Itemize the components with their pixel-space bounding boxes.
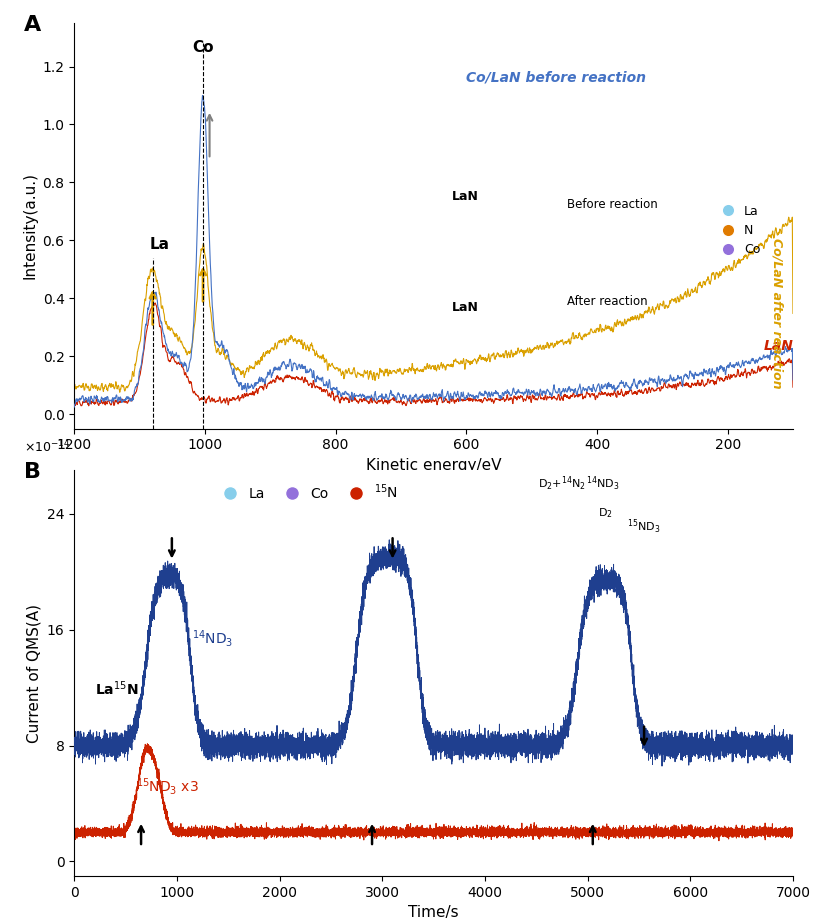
- Text: LaN: LaN: [452, 190, 478, 203]
- Text: Co$^*$: Co$^*$: [509, 261, 532, 278]
- Text: Before reaction: Before reaction: [567, 197, 657, 210]
- Text: Co/LaN before reaction: Co/LaN before reaction: [467, 70, 646, 84]
- Text: Co: Co: [513, 160, 529, 169]
- Text: $^{14}$ND$_3$: $^{14}$ND$_3$: [192, 629, 234, 649]
- Text: La$^{15}$N: La$^{15}$N: [95, 680, 138, 698]
- X-axis label: Time/s: Time/s: [408, 905, 459, 920]
- Y-axis label: Intensity(a.u.): Intensity(a.u.): [22, 172, 37, 279]
- Text: $^{15}$ND$_3$: $^{15}$ND$_3$: [627, 518, 660, 537]
- Text: Co: Co: [192, 40, 214, 55]
- Text: D$_2$+$^{14}$N$_2$: D$_2$+$^{14}$N$_2$: [539, 475, 586, 492]
- Legend: La, N, Co: La, N, Co: [710, 200, 765, 261]
- Y-axis label: Current of QMS(A): Current of QMS(A): [26, 604, 41, 742]
- X-axis label: Kinetic energy/eV: Kinetic energy/eV: [366, 458, 501, 473]
- Text: La: La: [150, 237, 169, 252]
- Text: LaN: LaN: [763, 339, 794, 353]
- Text: $^{15}$ND$_3$ x3: $^{15}$ND$_3$ x3: [136, 776, 199, 798]
- Text: $^{14}$ND$_3$: $^{14}$ND$_3$: [586, 475, 619, 492]
- Text: $\times 10^{-14}$: $\times 10^{-14}$: [24, 438, 71, 455]
- Text: After reaction: After reaction: [567, 295, 648, 308]
- Text: D$_2$: D$_2$: [598, 506, 613, 520]
- Text: LaN: LaN: [452, 301, 478, 314]
- Text: A: A: [24, 15, 41, 35]
- Legend: La, Co, $^{15}$N: La, Co, $^{15}$N: [211, 478, 404, 507]
- Text: Co/LaN after reaction: Co/LaN after reaction: [771, 238, 784, 388]
- Text: B: B: [24, 462, 41, 482]
